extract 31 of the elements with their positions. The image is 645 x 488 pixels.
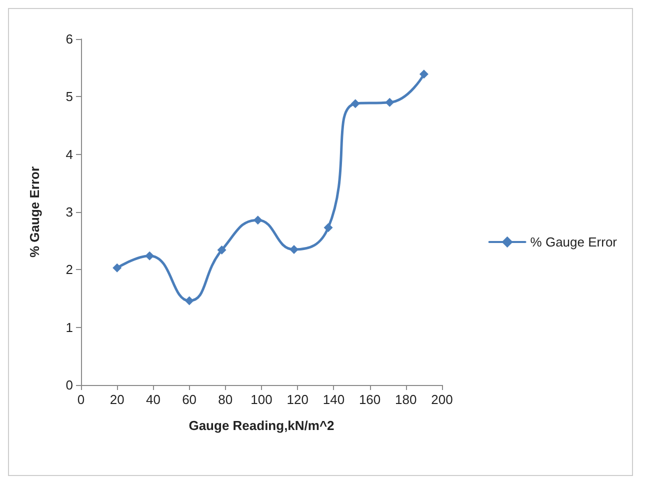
y-tick-label: 5 xyxy=(66,89,73,104)
point xyxy=(419,70,428,79)
point xyxy=(385,98,394,107)
point xyxy=(289,244,298,254)
y-tick-label: 1 xyxy=(66,320,73,335)
x-tick-label: 200 xyxy=(431,392,453,407)
point xyxy=(145,251,154,260)
y-tick-label: 6 xyxy=(66,32,73,46)
x-tick-label: 100 xyxy=(250,392,272,407)
point xyxy=(253,216,262,225)
x-tick-label: 140 xyxy=(322,392,345,407)
x-tick-label: 40 xyxy=(146,392,160,407)
x-tick-label: 60 xyxy=(182,392,197,407)
x-tick-label: 120 xyxy=(286,392,308,407)
x-tick-label: 20 xyxy=(110,392,124,407)
point xyxy=(112,263,122,272)
y-tick-label: 4 xyxy=(66,146,73,162)
legend-label: % Gauge Error xyxy=(530,234,618,250)
y-tick-label: 3 xyxy=(66,204,73,220)
x-tick-label: 180 xyxy=(395,392,417,407)
y-tick-label: 2 xyxy=(66,262,73,278)
x-axis-title: Gauge Reading,kN/m^2 xyxy=(188,418,334,433)
y-axis-title: % Gauge Error xyxy=(27,166,42,258)
x-tick-label: 0 xyxy=(77,392,85,407)
point xyxy=(217,246,226,255)
x-tick-label: 160 xyxy=(358,392,381,407)
point xyxy=(324,223,333,232)
x-tick-label: 80 xyxy=(218,392,233,407)
point xyxy=(184,296,194,306)
y-tick-label: 0 xyxy=(66,378,73,392)
point xyxy=(350,99,360,108)
